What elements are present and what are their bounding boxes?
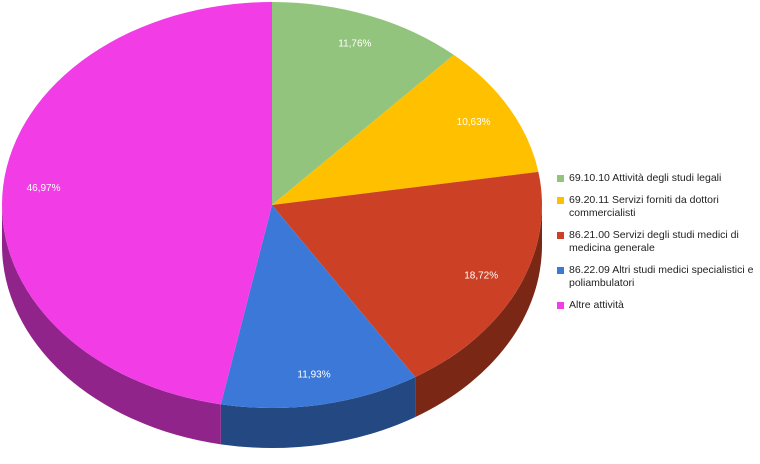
data-label: 46,97% — [27, 183, 61, 194]
legend: 69.10.10 Attività degli studi legali 69.2… — [557, 172, 757, 321]
data-label: 10,63% — [457, 117, 491, 128]
data-label: 11,76% — [338, 39, 371, 50]
legend-label: 69.20.11 Servizi forniti da dottori comm… — [569, 194, 719, 219]
legend-label: 86.21.00 Servizi degli studi medici di m… — [569, 229, 739, 254]
legend-label: 69.10.10 Attività degli studi legali — [569, 172, 722, 184]
legend-item: 69.10.10 Attività degli studi legali — [557, 172, 757, 185]
slice — [272, 171, 542, 378]
legend-swatch — [557, 267, 564, 274]
legend-label: Altre attività — [569, 299, 624, 311]
data-label: 11,93% — [297, 369, 330, 380]
legend-swatch — [557, 232, 564, 239]
legend-item: 86.22.09 Altri studi medici specialistic… — [557, 264, 757, 290]
slice — [272, 2, 454, 205]
data-label: 18,72% — [464, 271, 498, 282]
slice-side — [2, 205, 221, 445]
legend-item: Altre attività — [557, 299, 757, 312]
slice — [1, 2, 273, 405]
slice-side — [220, 377, 416, 448]
slice — [272, 54, 539, 205]
slice — [220, 205, 416, 408]
legend-swatch — [557, 175, 564, 182]
legend-swatch — [557, 197, 564, 204]
legend-swatch — [557, 302, 564, 309]
legend-item: 69.20.11 Servizi forniti da dottori comm… — [557, 194, 757, 220]
legend-item: 86.21.00 Servizi degli studi medici di m… — [557, 229, 757, 255]
slice-side — [415, 205, 542, 418]
legend-label: 86.22.09 Altri studi medici specialistic… — [569, 264, 754, 289]
